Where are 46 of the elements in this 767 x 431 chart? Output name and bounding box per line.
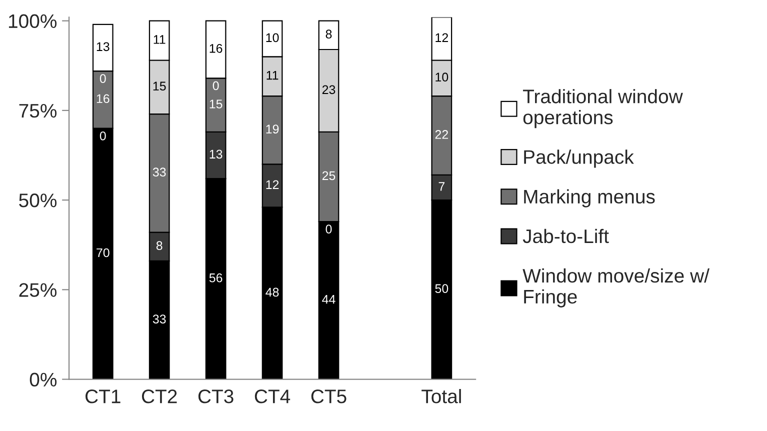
data-label: 8 — [156, 241, 162, 250]
y-tick-label: 25% — [19, 283, 57, 297]
data-label: 50 — [435, 284, 448, 294]
data-label: 11 — [154, 35, 166, 44]
annotation: 0 — [326, 224, 332, 234]
legend-label: Marking menus — [524, 189, 655, 208]
data-label: 12 — [266, 180, 279, 189]
data-label: 12 — [436, 33, 448, 42]
data-label: 19 — [266, 124, 279, 134]
data-label: 56 — [209, 273, 222, 282]
annotation: 0 — [100, 131, 106, 140]
data-label: 7 — [438, 182, 445, 191]
legend-label: Pack/unpack — [524, 150, 634, 168]
data-label: 25 — [322, 171, 336, 180]
y-tick-label: 0% — [30, 372, 57, 387]
data-label: 13 — [96, 42, 110, 52]
x-tick-label: CT5 — [311, 390, 346, 404]
data-label: 8 — [326, 30, 332, 39]
legend-label: Traditional window operations — [522, 89, 683, 128]
data-label: 70 — [96, 248, 110, 258]
y-tick-label: 100% — [8, 14, 57, 28]
legend-label: Jab-to-Lift — [522, 228, 609, 244]
annotation: 0 — [212, 81, 219, 90]
data-label: 23 — [322, 85, 336, 94]
data-label: 16 — [96, 94, 110, 104]
data-label: 15 — [153, 82, 166, 90]
x-tick-label: CT3 — [198, 390, 234, 404]
x-tick-label: Total — [422, 389, 461, 404]
data-label: 13 — [210, 150, 222, 159]
data-label: 15 — [210, 100, 222, 108]
x-tick-label: CT4 — [254, 390, 290, 404]
data-label: 44 — [322, 295, 336, 304]
data-label: 10 — [266, 33, 279, 42]
annotation: 0 — [100, 74, 106, 83]
data-label: 33 — [152, 314, 166, 324]
y-tick-label: 75% — [19, 104, 57, 118]
y-tick-label: 50% — [19, 194, 57, 208]
data-label: 11 — [266, 71, 278, 80]
data-label: 22 — [435, 130, 448, 139]
data-label: 16 — [210, 44, 222, 53]
data-label: 10 — [436, 72, 448, 82]
x-tick-label: CT1 — [86, 390, 120, 404]
data-label: 33 — [152, 168, 166, 177]
legend-label: Window move/size w/ Fringe — [522, 268, 710, 308]
x-tick-label: CT2 — [142, 390, 177, 404]
data-label: 48 — [266, 288, 279, 297]
